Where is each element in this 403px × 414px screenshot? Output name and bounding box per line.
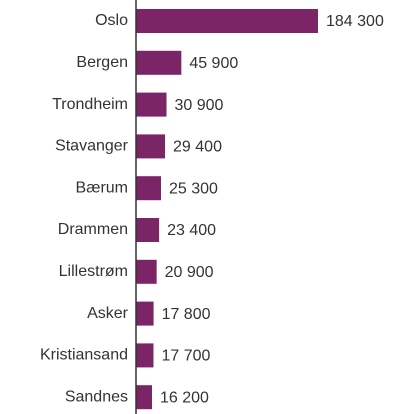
bar <box>136 259 157 284</box>
bar <box>136 50 182 75</box>
value-label: 25 300 <box>169 180 218 197</box>
category-label: Bergen <box>76 54 128 71</box>
category-label: Lillestrøm <box>59 263 128 280</box>
bar <box>136 176 161 201</box>
category-label: Asker <box>87 305 129 322</box>
category-label: Oslo <box>95 12 128 29</box>
category-label: Bærum <box>76 179 128 196</box>
value-label: 20 900 <box>165 264 214 281</box>
bar <box>136 218 160 242</box>
bar <box>136 92 167 117</box>
value-label: 45 900 <box>189 55 238 72</box>
bar <box>136 385 152 410</box>
bar <box>136 9 318 33</box>
value-label: 16 200 <box>160 389 209 406</box>
value-label: 184 300 <box>326 13 384 30</box>
value-label: 23 400 <box>167 222 216 239</box>
category-label: Drammen <box>58 221 128 238</box>
category-label: Kristiansand <box>40 347 128 364</box>
bar <box>136 343 154 368</box>
bar <box>136 301 154 326</box>
value-label: 17 700 <box>161 348 210 365</box>
category-label: Trondheim <box>52 96 128 113</box>
bar <box>136 134 166 159</box>
value-label: 30 900 <box>175 97 224 114</box>
value-label: 29 400 <box>173 139 222 156</box>
value-label: 17 800 <box>162 306 211 323</box>
category-label: Sandnes <box>65 388 128 405</box>
category-label: Stavanger <box>55 138 129 155</box>
